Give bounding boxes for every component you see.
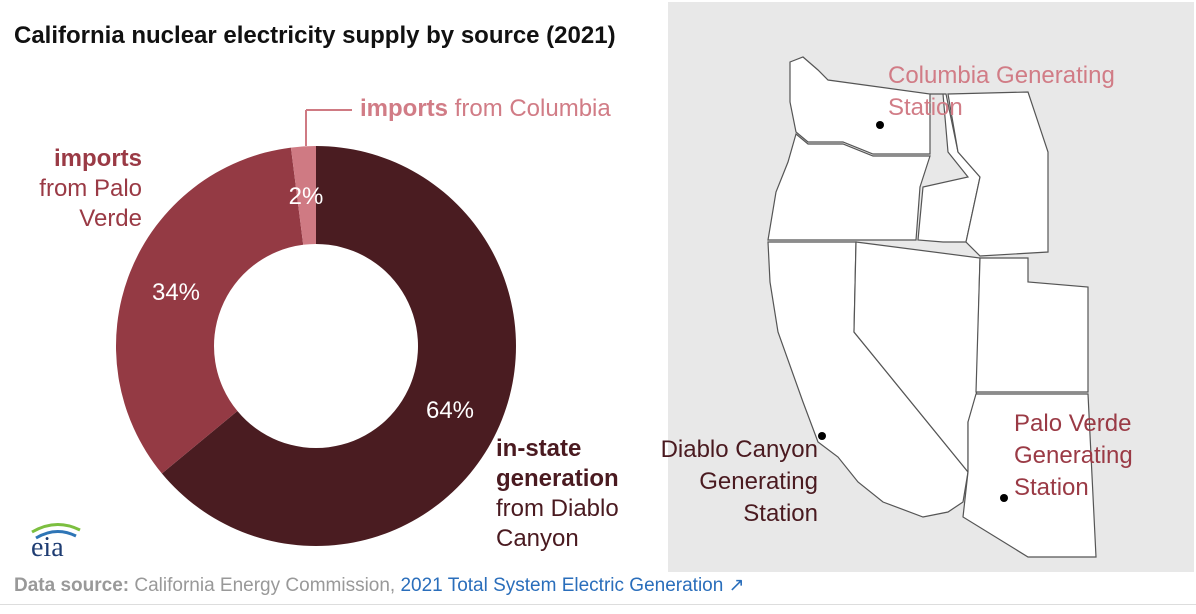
slice-label-instate: 64% xyxy=(426,397,474,424)
legend-label-columbia: imports from Columbia xyxy=(360,95,611,122)
arizona-state xyxy=(962,393,1097,558)
utah-state xyxy=(975,257,1089,393)
eia-logo-text: eia xyxy=(31,532,64,563)
map-label-paloverde: Palo Verde Generating Station xyxy=(1014,410,1133,501)
eia-logo-icon xyxy=(31,523,81,540)
montana-wyoming-region xyxy=(947,91,1049,257)
states-outline xyxy=(767,56,1097,558)
map-label-columbia: Columbia Generating Station xyxy=(888,62,1115,121)
source-link[interactable]: 2021 Total System Electric Generation xyxy=(400,575,724,596)
map-label-diablo: Diablo Canyon Generating Station xyxy=(660,436,818,527)
footer-divider xyxy=(0,604,1196,605)
donut-slice-columbia xyxy=(290,146,316,245)
paloverde-station-dot xyxy=(1000,494,1008,502)
external-link-icon[interactable]: ↗ xyxy=(723,575,745,596)
oregon-state xyxy=(767,132,931,241)
diablo-station-dot xyxy=(818,432,826,440)
slice-label-paloverde: 34% xyxy=(152,279,200,306)
western-us-map xyxy=(668,2,1194,572)
donut-slice-paloverde xyxy=(115,147,304,474)
legend-label-instate: in-state generation from Diablo Canyon xyxy=(496,435,619,552)
washington-state xyxy=(789,56,931,155)
donut-slice-instate xyxy=(161,146,517,547)
donut-chart: 2% 34% 64% xyxy=(115,109,517,547)
data-source-label: Data source: xyxy=(14,575,130,596)
chart-title: California nuclear electricity supply by… xyxy=(14,22,616,49)
legend-label-paloverde: imports from Palo Verde xyxy=(39,145,142,232)
slice-label-columbia: 2% xyxy=(289,183,324,210)
columbia-station-dot xyxy=(876,121,884,129)
data-source: Data source: California Energy Commissio… xyxy=(14,575,745,596)
